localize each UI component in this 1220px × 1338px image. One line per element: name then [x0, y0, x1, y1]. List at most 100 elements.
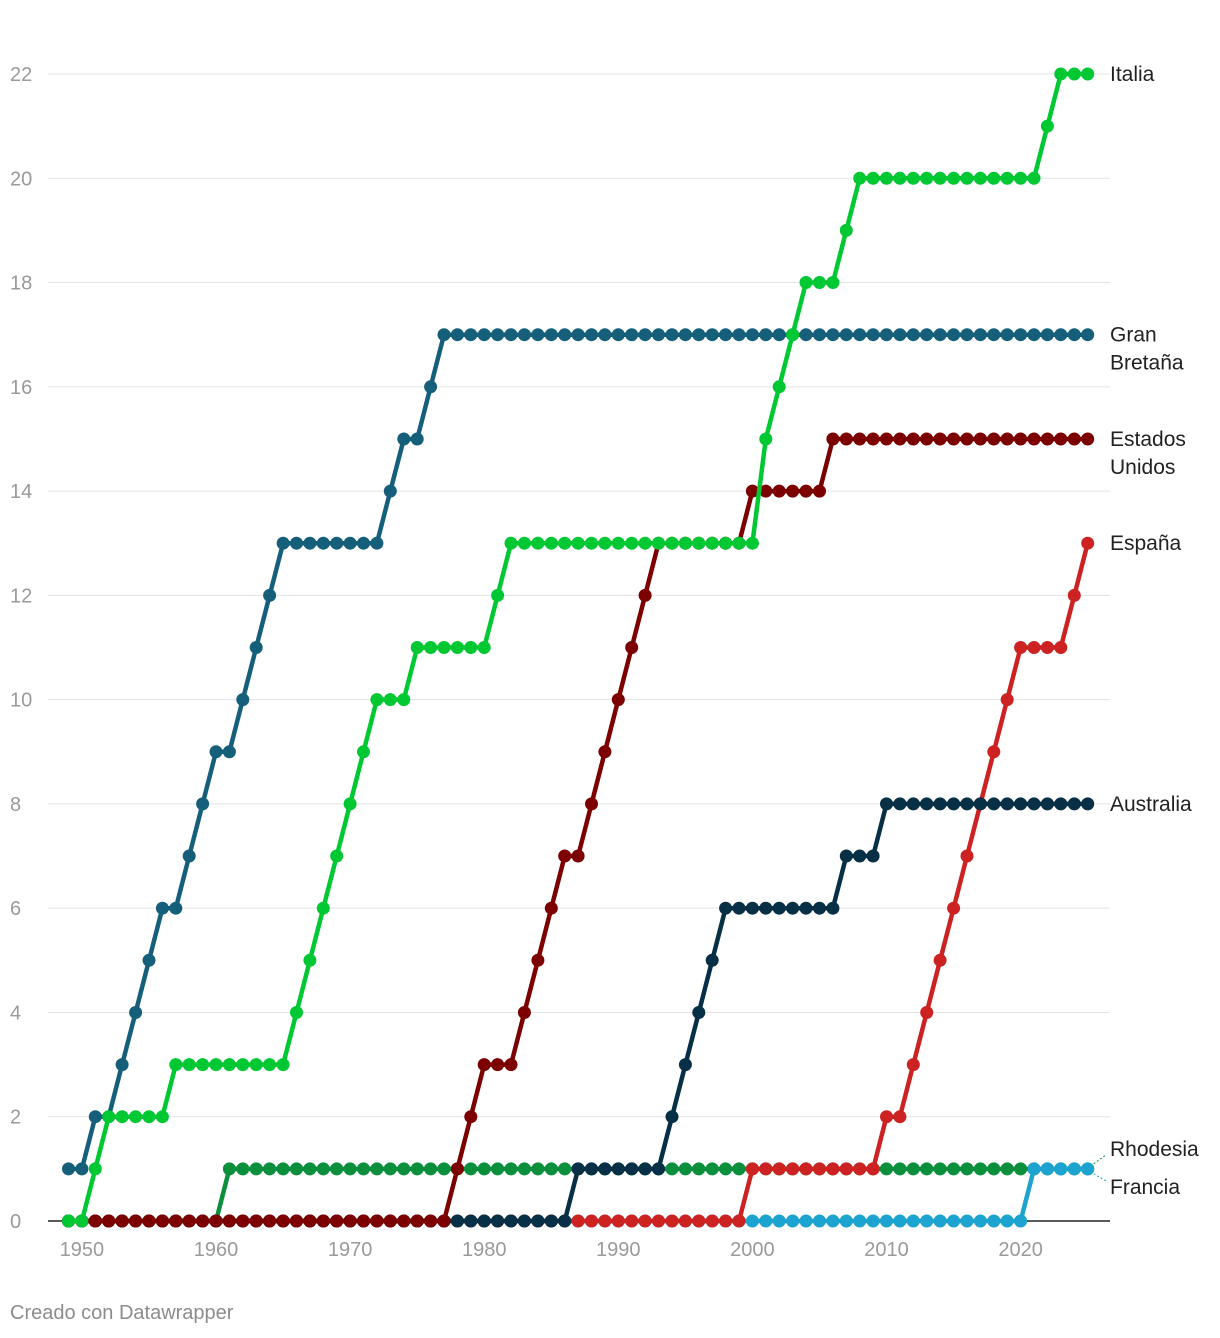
data-point-australia — [611, 1162, 625, 1176]
data-point-francia — [1014, 1214, 1028, 1228]
data-point-australia — [839, 849, 853, 863]
data-point-francia — [826, 1214, 840, 1228]
data-point-italia — [75, 1214, 89, 1228]
data-point-italia — [88, 1162, 102, 1176]
data-point-estados-unidos — [625, 641, 639, 654]
data-point-italia — [786, 328, 800, 342]
data-point-espana — [866, 1162, 880, 1176]
data-point-australia — [705, 953, 719, 967]
data-point-espana — [759, 1162, 773, 1176]
data-point-rhodesia — [383, 1162, 397, 1176]
y-tick-label: 10 — [10, 690, 32, 712]
data-point-estados-unidos — [316, 1214, 330, 1228]
data-point-espana — [933, 953, 947, 967]
data-point-italia — [705, 536, 719, 550]
data-point-rhodesia — [370, 1162, 384, 1176]
data-point-rhodesia — [491, 1162, 505, 1176]
data-point-francia — [933, 1214, 947, 1228]
data-point-espana — [893, 1110, 907, 1124]
data-point-italia — [799, 276, 813, 289]
data-point-espana — [786, 1162, 800, 1176]
data-point-gran-bretana — [544, 328, 558, 342]
data-point-francia — [987, 1214, 1001, 1228]
data-point-italia — [1054, 67, 1068, 81]
data-point-espana — [652, 1214, 665, 1228]
data-point-rhodesia — [504, 1162, 518, 1176]
data-point-rhodesia — [290, 1162, 303, 1176]
data-point-australia — [866, 849, 880, 863]
data-point-italia — [236, 1058, 250, 1072]
data-point-rhodesia — [732, 1162, 746, 1176]
data-point-espana — [772, 1162, 786, 1176]
data-point-estados-unidos — [585, 797, 598, 811]
data-point-rhodesia — [343, 1162, 357, 1176]
data-point-estados-unidos — [826, 432, 840, 446]
data-point-italia — [330, 849, 344, 863]
x-tick-label: 2010 — [864, 1239, 909, 1261]
data-point-rhodesia — [893, 1162, 907, 1176]
data-point-espana — [906, 1058, 920, 1072]
data-point-estados-unidos — [1027, 432, 1041, 446]
data-point-gran-bretana — [410, 432, 424, 446]
data-point-estados-unidos — [799, 484, 813, 498]
x-tick-label: 1980 — [462, 1239, 507, 1261]
data-point-espana — [705, 1214, 719, 1228]
data-point-australia — [732, 901, 746, 915]
data-point-estados-unidos — [477, 1058, 491, 1072]
data-point-australia — [585, 1162, 598, 1176]
data-point-gran-bretana — [531, 328, 545, 342]
data-point-espana — [692, 1214, 706, 1228]
data-point-italia — [169, 1058, 183, 1072]
data-point-italia — [625, 536, 639, 550]
series-labels: Rhodesia Francia España Australia Estados Uni… — [1093, 63, 1199, 1199]
data-point-gran-bretana — [1040, 328, 1054, 342]
data-point-francia — [853, 1214, 867, 1228]
data-point-gran-bretana — [719, 328, 733, 342]
data-point-estados-unidos — [397, 1214, 411, 1228]
data-point-estados-unidos — [383, 1214, 397, 1228]
data-point-australia — [853, 849, 867, 863]
data-point-australia — [652, 1162, 665, 1176]
series-label-estados-unidos: Estados Unidos — [1110, 428, 1186, 479]
data-point-italia — [182, 1058, 196, 1072]
data-point-espana — [678, 1214, 692, 1228]
data-point-estados-unidos — [772, 484, 786, 498]
data-point-francia — [866, 1214, 880, 1228]
data-point-rhodesia — [249, 1162, 263, 1176]
data-point-australia — [491, 1214, 505, 1228]
data-point-australia — [880, 797, 893, 811]
data-point-espana — [1040, 641, 1054, 654]
data-point-estados-unidos — [598, 745, 612, 759]
data-point-estados-unidos — [1014, 432, 1028, 446]
data-point-rhodesia — [477, 1162, 491, 1176]
data-point-italia — [1027, 171, 1041, 185]
data-point-italia — [638, 536, 652, 550]
data-point-gran-bretana — [383, 484, 397, 498]
series-label-australia: Australia — [1110, 793, 1192, 816]
data-point-gran-bretana — [196, 797, 210, 811]
data-point-gran-bretana — [1054, 328, 1068, 342]
series-label-francia: Francia — [1110, 1176, 1180, 1199]
data-point-estados-unidos — [330, 1214, 344, 1228]
y-tick-label: 12 — [10, 585, 32, 607]
data-point-espana — [1067, 588, 1081, 602]
data-point-italia — [880, 171, 893, 185]
data-point-estados-unidos — [531, 953, 545, 967]
data-point-gran-bretana — [303, 536, 317, 550]
y-axis: 0 2 4 6 8 10 12 14 16 18 20 22 — [10, 64, 32, 1233]
data-point-gran-bretana — [665, 328, 679, 342]
data-point-francia — [1054, 1162, 1068, 1176]
data-point-australia — [987, 797, 1001, 811]
data-point-italia — [209, 1058, 223, 1072]
data-point-rhodesia — [960, 1162, 974, 1176]
data-point-australia — [1027, 797, 1041, 811]
data-point-gran-bretana — [517, 328, 531, 342]
data-point-australia — [786, 901, 800, 915]
data-point-espana — [611, 1214, 625, 1228]
data-point-italia — [1000, 171, 1014, 185]
data-point-gran-bretana — [947, 328, 961, 342]
data-point-rhodesia — [263, 1162, 277, 1176]
data-point-espana — [1000, 693, 1014, 707]
data-point-estados-unidos — [558, 849, 572, 863]
data-point-italia — [477, 641, 491, 654]
